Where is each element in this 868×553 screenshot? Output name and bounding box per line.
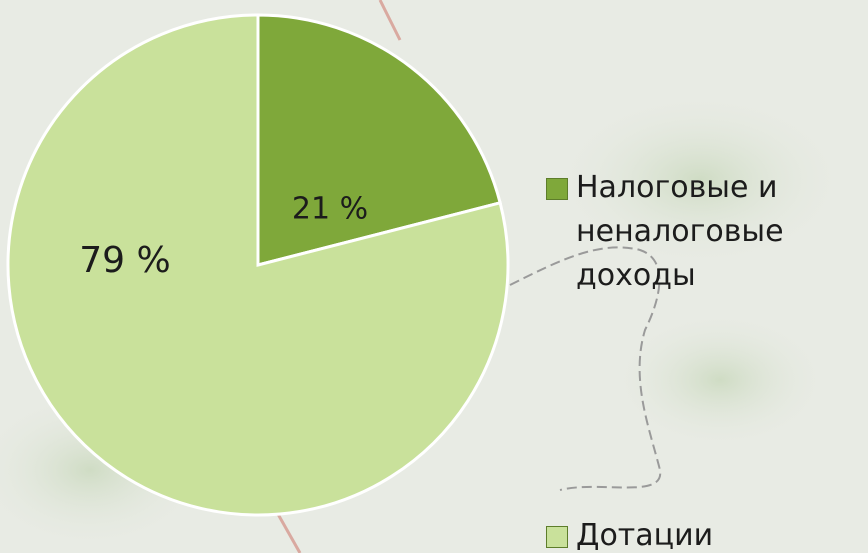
legend-label: Налоговые и неналоговые доходы bbox=[576, 166, 846, 298]
data-label: 79 % bbox=[79, 240, 170, 281]
data-label: 21 % bbox=[292, 192, 368, 227]
legend-item: Дотации bbox=[546, 514, 846, 553]
legend-label: Дотации bbox=[576, 514, 846, 553]
legend-swatch bbox=[546, 526, 568, 548]
legend-swatch bbox=[546, 178, 568, 200]
page: 21 %79 % Налоговые и неналоговые доходы … bbox=[0, 0, 868, 553]
legend-item: Налоговые и неналоговые доходы bbox=[546, 166, 846, 298]
